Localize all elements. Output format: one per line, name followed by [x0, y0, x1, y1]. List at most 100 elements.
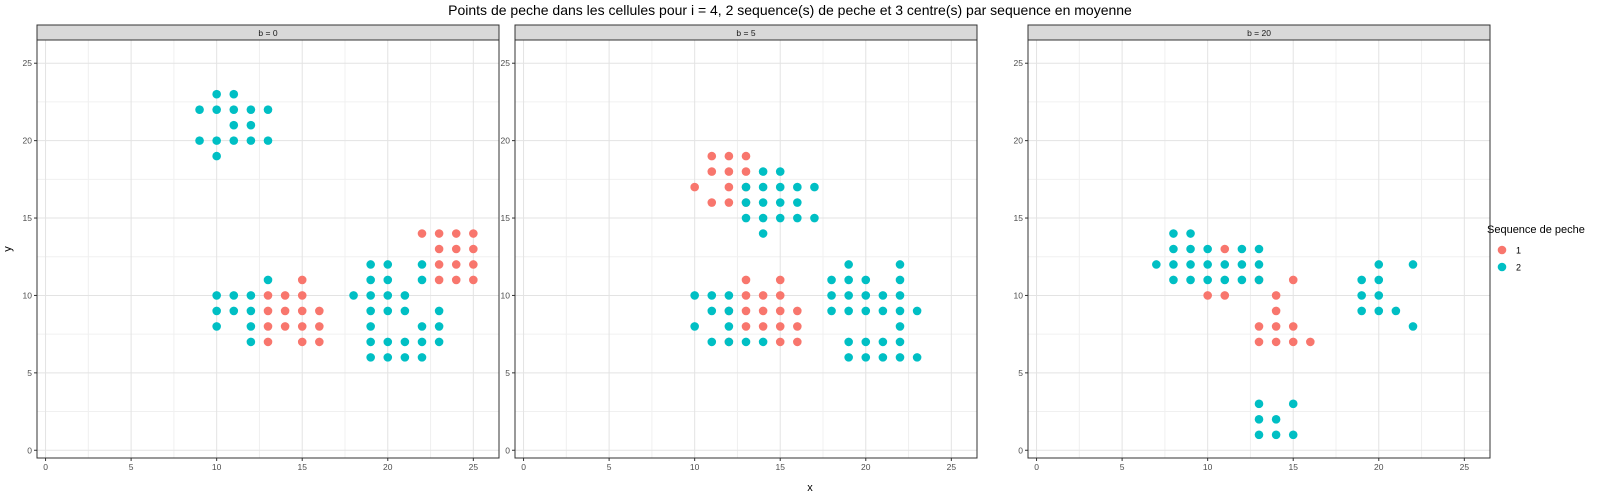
- data-point: [434, 244, 444, 254]
- y-axis-title: y: [2, 246, 14, 252]
- data-point: [690, 182, 699, 192]
- data-point: [434, 337, 444, 347]
- data-point: [1271, 322, 1281, 331]
- y-tick-label: 0: [505, 445, 510, 455]
- data-point: [895, 275, 905, 285]
- data-point: [1254, 337, 1264, 347]
- x-tick-label: 15: [775, 462, 785, 472]
- data-point: [758, 291, 768, 300]
- data-point: [469, 260, 478, 269]
- data-point: [417, 322, 427, 331]
- data-point: [741, 167, 751, 176]
- data-point: [793, 213, 802, 223]
- data-point: [417, 229, 427, 238]
- data-point: [297, 291, 307, 300]
- data-point: [400, 337, 410, 347]
- data-point: [758, 198, 768, 207]
- data-point: [434, 306, 444, 316]
- panels: b = 0 0 5 10 15 20 25 0 5 10 15 20 25 b = 5 0 5 10 15 20 25…: [23, 24, 1491, 472]
- data-point: [758, 167, 768, 176]
- x-tick-label: 10: [690, 462, 700, 472]
- data-point: [895, 337, 905, 347]
- data-point: [246, 291, 256, 300]
- data-point: [366, 260, 375, 269]
- data-point: [861, 353, 871, 362]
- data-point: [1254, 399, 1264, 409]
- data-point: [1237, 275, 1247, 285]
- data-point: [451, 275, 461, 285]
- data-point: [212, 322, 221, 331]
- data-point: [1288, 399, 1298, 409]
- data-point: [861, 275, 871, 285]
- data-point: [1357, 291, 1366, 300]
- data-point: [741, 198, 751, 207]
- data-point: [1186, 244, 1195, 254]
- data-point: [1374, 260, 1384, 269]
- data-point: [1254, 275, 1264, 285]
- data-point: [775, 275, 785, 285]
- x-tick-label: 10: [1203, 462, 1213, 472]
- y-tick-label: 10: [1014, 290, 1024, 300]
- data-point: [827, 306, 836, 316]
- facet-strip: [514, 24, 978, 41]
- data-point: [263, 306, 273, 316]
- data-point: [1237, 244, 1247, 254]
- data-point: [315, 337, 324, 347]
- data-point: [1203, 291, 1212, 300]
- data-point: [417, 353, 427, 362]
- data-point: [451, 260, 461, 269]
- y-tick-label: 5: [505, 368, 510, 378]
- data-point: [1357, 306, 1366, 316]
- data-point: [690, 322, 699, 331]
- data-point: [1152, 260, 1161, 269]
- data-point: [229, 105, 239, 114]
- x-tick-label: 10: [212, 462, 222, 472]
- data-point: [229, 89, 239, 99]
- y-tick-label: 20: [501, 136, 511, 146]
- x-tick-label: 0: [1034, 462, 1039, 472]
- data-point: [1306, 337, 1315, 347]
- data-point: [263, 322, 273, 331]
- data-point: [366, 322, 375, 331]
- data-point: [878, 291, 888, 300]
- data-point: [229, 136, 239, 145]
- data-point: [1271, 414, 1281, 424]
- data-point: [775, 322, 785, 331]
- data-point: [793, 337, 802, 347]
- data-point: [195, 105, 204, 114]
- data-point: [400, 353, 410, 362]
- x-axis-title: x: [807, 482, 813, 494]
- data-point: [741, 337, 751, 347]
- data-point: [1203, 275, 1212, 285]
- data-point: [417, 275, 427, 285]
- x-tick-label: 25: [947, 462, 957, 472]
- data-point: [280, 322, 290, 331]
- legend: Sequence de peche 1 2: [1487, 224, 1585, 273]
- data-point: [1169, 244, 1178, 254]
- data-point: [1220, 260, 1230, 269]
- data-point: [741, 291, 751, 300]
- data-point: [741, 151, 751, 161]
- legend-label: 2: [1516, 263, 1521, 273]
- data-point: [212, 291, 221, 300]
- data-point: [793, 198, 802, 207]
- data-point: [1186, 275, 1195, 285]
- data-point: [451, 244, 461, 254]
- facet-strip: [36, 24, 500, 41]
- data-point: [469, 244, 478, 254]
- data-point: [741, 213, 751, 223]
- x-tick-label: 5: [607, 462, 612, 472]
- data-point: [724, 182, 734, 192]
- chart-title: Points de peche dans les cellules pour i…: [448, 2, 1132, 18]
- data-point: [707, 151, 717, 161]
- data-point: [1169, 260, 1178, 269]
- data-point: [263, 337, 273, 347]
- data-point: [400, 306, 410, 316]
- y-tick-label: 25: [501, 58, 511, 68]
- y-tick-label: 25: [23, 58, 33, 68]
- data-point: [810, 182, 819, 192]
- data-point: [895, 291, 905, 300]
- panel-background: [515, 40, 977, 458]
- data-point: [212, 105, 221, 114]
